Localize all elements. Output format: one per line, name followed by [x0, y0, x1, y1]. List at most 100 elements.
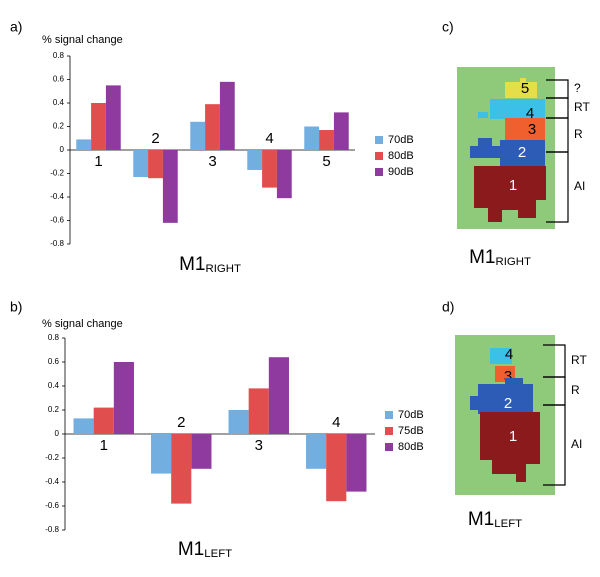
legend-swatch [385, 427, 393, 435]
bracket-label: R [571, 383, 580, 397]
bar [190, 121, 206, 150]
panel-title: M1RIGHT [179, 254, 241, 275]
legend-label: 90dB [388, 166, 414, 178]
panel-title: M1RIGHT [469, 247, 531, 268]
bar [105, 85, 121, 150]
legend-label: 80dB [388, 150, 414, 162]
y-axis-label: % signal change [42, 318, 123, 330]
region-label: 1 [509, 177, 517, 194]
y-tick-label: -0.4 [50, 192, 64, 201]
legend-label: 70dB [388, 134, 414, 146]
title-sub: RIGHT [205, 263, 240, 275]
bar [171, 434, 192, 504]
panel-title: M1LEFT [178, 539, 232, 560]
panel-label: c) [442, 19, 454, 35]
legend-label: 70dB [398, 409, 424, 421]
panel-label: a) [10, 19, 22, 35]
x-tick-label: 4 [265, 130, 273, 147]
y-tick-label: -0.6 [45, 501, 59, 510]
y-tick-label: 0 [55, 429, 60, 438]
bar [247, 150, 263, 170]
bar [262, 150, 277, 188]
legend-swatch [375, 168, 383, 176]
bar [304, 126, 320, 150]
y-tick-label: -0.8 [50, 239, 64, 248]
bar [162, 150, 178, 223]
y-tick-label: 0.8 [48, 333, 60, 342]
region-label: 3 [528, 121, 536, 138]
title-sub: LEFT [204, 548, 232, 560]
x-tick-label: 1 [100, 437, 108, 454]
region-label: 3 [504, 368, 512, 385]
map-region [470, 396, 482, 410]
map-region [505, 378, 523, 386]
x-tick-label: 2 [151, 130, 159, 147]
y-tick-label: -0.6 [50, 216, 64, 225]
bar [93, 407, 114, 434]
x-tick-label: 1 [94, 153, 102, 170]
y-tick-label: 0.6 [48, 357, 60, 366]
x-tick-label: 4 [332, 414, 340, 431]
legend-swatch [385, 443, 393, 451]
bar [276, 150, 292, 199]
y-tick-label: -0.8 [45, 525, 59, 534]
bar [248, 388, 269, 434]
legend-swatch [375, 152, 383, 160]
y-axis-label: % signal change [42, 34, 123, 46]
map-region [520, 78, 526, 84]
map-region [478, 384, 533, 414]
map-region [470, 146, 502, 158]
title-main: M1 [179, 254, 205, 275]
region-label: 1 [509, 428, 517, 445]
title-main: M1 [178, 539, 204, 560]
map-region [474, 166, 546, 222]
y-tick-label: -0.4 [45, 477, 59, 486]
bracket-label: RT [574, 100, 590, 114]
bar [76, 139, 92, 150]
legend-swatch [375, 136, 383, 144]
map-region [490, 348, 512, 364]
bracket-label: AI [574, 179, 585, 193]
legend-label: 80dB [398, 441, 424, 453]
x-tick-label: 2 [177, 414, 185, 431]
y-tick-label: 0.2 [53, 122, 65, 131]
bracket [546, 151, 569, 223]
y-tick-label: -0.2 [50, 169, 64, 178]
x-tick-label: 5 [322, 153, 330, 170]
x-tick-label: 3 [208, 153, 216, 170]
bar [228, 410, 249, 434]
y-tick-label: 0.2 [48, 405, 60, 414]
region-label: 4 [505, 346, 513, 363]
bracket-label: ? [574, 81, 581, 95]
region-label: 2 [518, 144, 526, 161]
bar [91, 103, 106, 150]
title-sub: RIGHT [495, 256, 530, 268]
bar [151, 434, 172, 474]
panel-label: d) [442, 299, 454, 315]
map-region [478, 138, 492, 146]
legend-swatch [385, 411, 393, 419]
panel-label: b) [10, 299, 22, 315]
bar [73, 418, 94, 434]
y-tick-label: 0.4 [53, 98, 65, 107]
bar [326, 434, 347, 502]
region-label: 4 [526, 105, 534, 122]
bar [333, 112, 349, 150]
y-tick-label: 0.8 [53, 51, 65, 60]
map-region [500, 140, 545, 166]
bar [268, 357, 289, 434]
bar [319, 130, 334, 150]
legend-label: 75dB [398, 425, 424, 437]
bracket-label: AI [571, 437, 582, 451]
map-region [505, 118, 545, 140]
region-label: 2 [504, 395, 512, 412]
bracket [543, 404, 566, 486]
bracket-label: R [574, 127, 583, 141]
title-main: M1 [468, 509, 494, 530]
title-sub: LEFT [494, 518, 522, 530]
y-tick-label: -0.2 [45, 453, 59, 462]
y-tick-label: 0 [60, 145, 65, 154]
bar [306, 434, 327, 469]
bracket-label: RT [571, 353, 587, 367]
